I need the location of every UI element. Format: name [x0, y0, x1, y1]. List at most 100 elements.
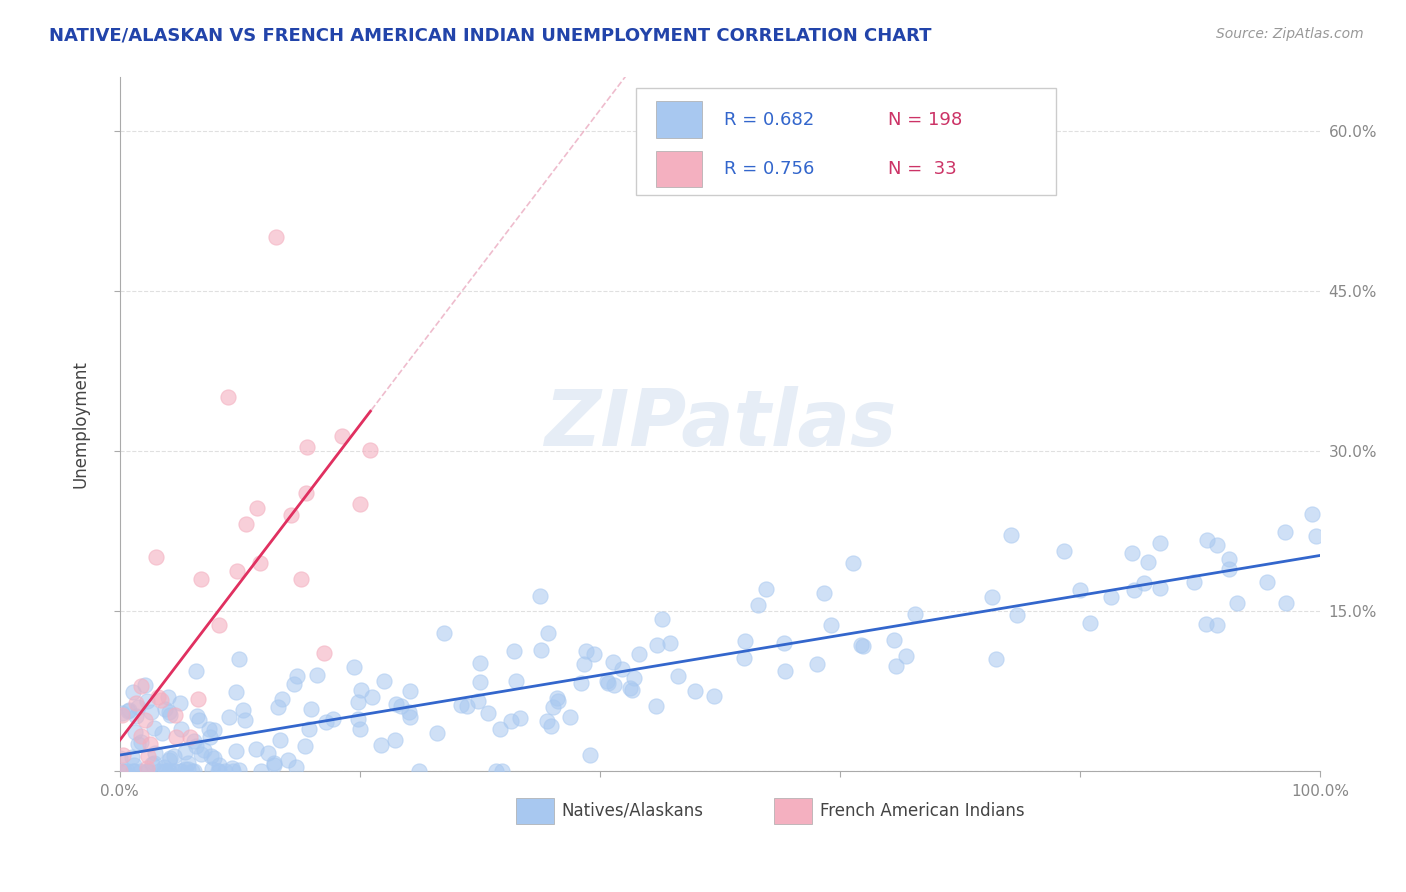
Point: [222, 764, 245, 778]
Point: [246, 501, 269, 516]
Point: [208, 757, 231, 772]
Point: [221, 761, 243, 775]
Point: [659, 636, 682, 650]
Point: [207, 764, 229, 778]
Point: [1000, 528, 1022, 542]
Point: [111, 748, 134, 763]
Point: [141, 757, 163, 772]
Point: [145, 550, 167, 565]
Point: [294, 739, 316, 753]
Point: [169, 764, 191, 778]
Point: [602, 655, 624, 669]
Point: [208, 618, 231, 632]
Point: [683, 684, 706, 698]
Point: [666, 669, 689, 683]
Point: [225, 685, 247, 699]
Bar: [516, 797, 554, 824]
Point: [529, 643, 551, 657]
Point: [349, 683, 371, 698]
Point: [540, 719, 562, 733]
Point: [883, 633, 905, 648]
Point: [163, 764, 186, 778]
Point: [183, 734, 205, 748]
Point: [343, 660, 366, 674]
Point: [645, 698, 668, 713]
Point: [245, 742, 267, 756]
Point: [136, 764, 159, 778]
Point: [155, 701, 177, 715]
Point: [138, 737, 160, 751]
Point: [169, 696, 191, 710]
Point: [117, 705, 139, 719]
Point: [747, 598, 769, 612]
Point: [347, 712, 370, 726]
Point: [170, 722, 193, 736]
Point: [198, 730, 221, 744]
Point: [232, 703, 254, 717]
Point: [170, 764, 193, 778]
Point: [433, 625, 456, 640]
Point: [295, 440, 318, 454]
Point: [264, 230, 287, 244]
Point: [852, 639, 875, 653]
Point: [181, 764, 204, 778]
Point: [174, 745, 197, 759]
Point: [546, 690, 568, 705]
Point: [280, 508, 302, 522]
Point: [249, 556, 271, 570]
Point: [183, 764, 205, 778]
Point: [284, 760, 307, 774]
Point: [287, 669, 309, 683]
Point: [218, 710, 240, 724]
Point: [190, 747, 212, 761]
Point: [509, 711, 531, 725]
Point: [330, 429, 353, 443]
Point: [485, 764, 508, 778]
Point: [208, 764, 231, 778]
Point: [165, 730, 187, 744]
Point: [159, 751, 181, 765]
Point: [733, 650, 755, 665]
Point: [153, 764, 176, 778]
Point: [118, 703, 141, 717]
Point: [150, 726, 173, 740]
Point: [773, 664, 796, 678]
Point: [1069, 583, 1091, 598]
Point: [1149, 582, 1171, 596]
Point: [560, 710, 582, 724]
Point: [349, 723, 371, 737]
Point: [295, 486, 318, 500]
Text: N =  33: N = 33: [889, 160, 956, 178]
Point: [619, 681, 641, 695]
Point: [143, 747, 166, 761]
Point: [111, 706, 134, 720]
Point: [583, 647, 606, 661]
Point: [283, 676, 305, 690]
Point: [176, 762, 198, 776]
Point: [755, 582, 778, 596]
Point: [575, 643, 598, 657]
Point: [773, 636, 796, 650]
Point: [628, 647, 651, 661]
Point: [373, 673, 395, 688]
Point: [257, 747, 280, 761]
Text: N = 198: N = 198: [889, 111, 962, 128]
Point: [225, 744, 247, 758]
Point: [547, 694, 569, 708]
Point: [610, 662, 633, 676]
Point: [142, 721, 165, 735]
Point: [596, 673, 619, 688]
Point: [277, 753, 299, 767]
Point: [136, 694, 159, 708]
Text: Natives/Alaskans: Natives/Alaskans: [561, 802, 703, 820]
Point: [233, 713, 256, 727]
Point: [1256, 575, 1278, 590]
Point: [129, 764, 152, 778]
Point: [108, 764, 131, 778]
Point: [894, 649, 917, 664]
Point: [1274, 524, 1296, 539]
Point: [136, 761, 159, 775]
Point: [249, 764, 271, 778]
Point: [226, 564, 249, 578]
Point: [572, 657, 595, 671]
